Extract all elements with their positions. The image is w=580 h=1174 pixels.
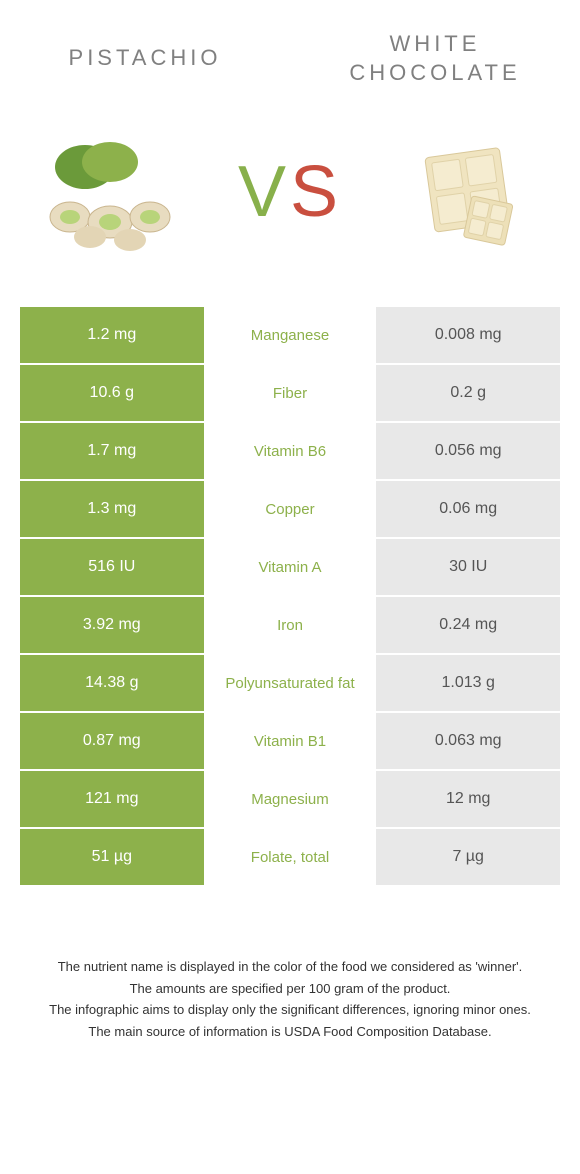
nutrient-name: Vitamin B6 (204, 423, 377, 481)
pistachio-image (30, 127, 190, 257)
left-value: 10.6 g (20, 365, 204, 423)
left-value: 3.92 mg (20, 597, 204, 655)
footer-line: The infographic aims to display only the… (30, 1000, 550, 1020)
infographic-container: PISTACHIO WHITE CHOCOLATE VS (0, 0, 580, 1063)
right-value: 0.2 g (376, 365, 560, 423)
left-value: 1.2 mg (20, 307, 204, 365)
nutrient-table: 1.2 mgManganese0.008 mg10.6 gFiber0.2 g1… (20, 307, 560, 887)
nutrient-name: Manganese (204, 307, 377, 365)
footer-notes: The nutrient name is displayed in the co… (20, 957, 560, 1041)
right-value: 0.008 mg (376, 307, 560, 365)
nutrient-name: Folate, total (204, 829, 377, 887)
table-row: 516 IUVitamin A30 IU (20, 539, 560, 597)
nutrient-name: Polyunsaturated fat (204, 655, 377, 713)
footer-line: The amounts are specified per 100 gram o… (30, 979, 550, 999)
right-value: 12 mg (376, 771, 560, 829)
vs-v: V (238, 152, 290, 232)
footer-line: The main source of information is USDA F… (30, 1022, 550, 1042)
table-row: 0.87 mgVitamin B10.063 mg (20, 713, 560, 771)
vs-s: S (290, 152, 342, 232)
table-row: 10.6 gFiber0.2 g (20, 365, 560, 423)
right-value: 1.013 g (376, 655, 560, 713)
table-row: 1.2 mgManganese0.008 mg (20, 307, 560, 365)
images-row: VS (30, 117, 550, 267)
left-value: 1.7 mg (20, 423, 204, 481)
header-row: PISTACHIO WHITE CHOCOLATE (20, 30, 560, 87)
table-row: 1.7 mgVitamin B60.056 mg (20, 423, 560, 481)
left-value: 516 IU (20, 539, 204, 597)
left-value: 51 µg (20, 829, 204, 887)
right-value: 0.06 mg (376, 481, 560, 539)
right-value: 0.063 mg (376, 713, 560, 771)
table-row: 51 µgFolate, total7 µg (20, 829, 560, 887)
left-food-title: PISTACHIO (20, 44, 270, 73)
right-value: 30 IU (376, 539, 560, 597)
footer-line: The nutrient name is displayed in the co… (30, 957, 550, 977)
nutrient-name: Magnesium (204, 771, 377, 829)
left-value: 14.38 g (20, 655, 204, 713)
nutrient-name: Vitamin B1 (204, 713, 377, 771)
left-value: 1.3 mg (20, 481, 204, 539)
nutrient-name: Copper (204, 481, 377, 539)
white-chocolate-image (390, 127, 550, 257)
nutrient-name: Vitamin A (204, 539, 377, 597)
table-row: 3.92 mgIron0.24 mg (20, 597, 560, 655)
vs-label: VS (238, 151, 342, 233)
nutrient-name: Fiber (204, 365, 377, 423)
right-value: 0.056 mg (376, 423, 560, 481)
right-food-title: WHITE CHOCOLATE (310, 30, 560, 87)
left-value: 0.87 mg (20, 713, 204, 771)
table-row: 1.3 mgCopper0.06 mg (20, 481, 560, 539)
table-row: 14.38 gPolyunsaturated fat1.013 g (20, 655, 560, 713)
nutrient-name: Iron (204, 597, 377, 655)
table-row: 121 mgMagnesium12 mg (20, 771, 560, 829)
right-value: 7 µg (376, 829, 560, 887)
right-value: 0.24 mg (376, 597, 560, 655)
left-value: 121 mg (20, 771, 204, 829)
